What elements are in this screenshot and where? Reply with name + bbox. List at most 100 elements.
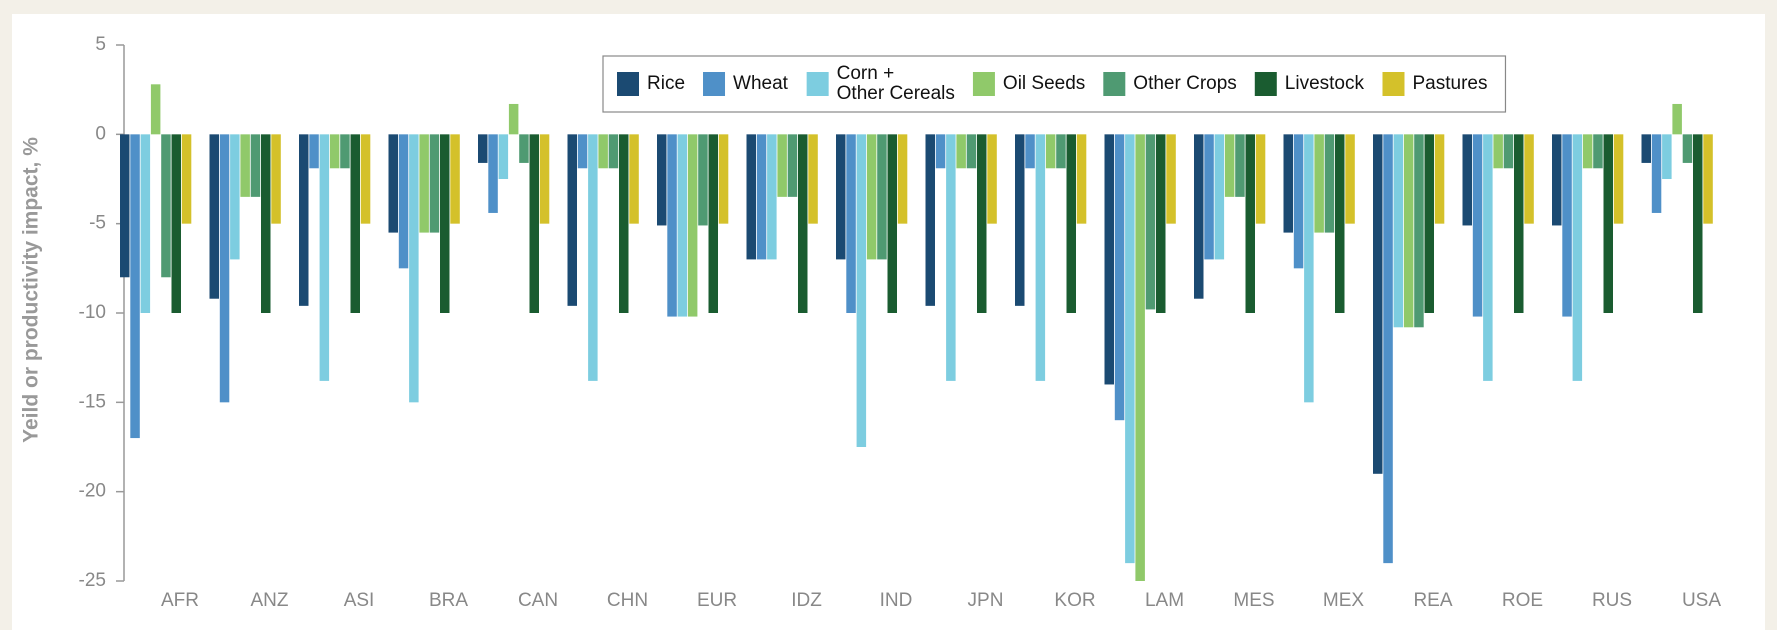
bar: [1076, 134, 1087, 224]
bar: [567, 134, 577, 306]
bar: [1293, 134, 1304, 269]
bar: [350, 134, 360, 313]
bar: [598, 134, 608, 169]
bar: [1214, 134, 1225, 260]
bar: [419, 134, 429, 233]
bar: [120, 134, 130, 278]
bar: [250, 134, 261, 197]
bar: [1135, 134, 1145, 582]
legend-box: [602, 55, 1507, 113]
bar: [1025, 134, 1035, 169]
y-tick-label: -10: [79, 302, 106, 323]
bar: [1145, 134, 1156, 310]
bar: [718, 134, 729, 224]
bar: [1194, 134, 1204, 299]
bar: [478, 134, 488, 163]
bar: [777, 134, 787, 197]
y-tick-label: 5: [95, 34, 106, 55]
bar: [1304, 134, 1314, 403]
bar: [1424, 134, 1434, 313]
bar: [1403, 134, 1414, 328]
bar: [1224, 134, 1235, 197]
x-tick-label: IND: [880, 590, 913, 611]
legend-swatch: [972, 72, 995, 96]
bar: [708, 134, 718, 313]
bar: [1641, 134, 1651, 163]
legend-label: Corn + Other Cereals: [837, 63, 955, 104]
x-tick-label: ASI: [344, 590, 375, 611]
x-tick-label: ANZ: [251, 590, 289, 611]
bar: [1703, 134, 1713, 224]
legend-label: Oil Seeds: [1003, 73, 1085, 94]
legend-swatch: [703, 72, 726, 96]
bar: [925, 134, 935, 306]
bar: [1682, 134, 1693, 163]
x-tick-label: ROE: [1502, 590, 1543, 611]
x-tick-label: RUS: [1592, 590, 1632, 611]
legend-label: Livestock: [1285, 73, 1365, 94]
bar: [1593, 134, 1603, 169]
bar: [935, 134, 946, 169]
legend-label: Pastures: [1412, 73, 1487, 94]
bar: [450, 134, 460, 224]
bar: [529, 134, 539, 313]
bar: [230, 134, 240, 260]
bar: [171, 134, 181, 313]
bar: [1235, 134, 1245, 197]
x-tick-label: MEX: [1323, 590, 1365, 611]
bar: [756, 134, 767, 260]
bar: [219, 134, 230, 403]
legend-swatch: [1382, 72, 1405, 96]
bar: [1572, 134, 1583, 381]
bar: [897, 134, 908, 224]
bar: [1662, 134, 1672, 179]
bar: [698, 134, 708, 226]
bar: [340, 134, 350, 169]
bar: [1035, 134, 1046, 381]
bar: [1483, 134, 1493, 381]
bar: [519, 134, 529, 163]
bar: [629, 134, 639, 224]
bar: [1204, 134, 1214, 260]
bar: [1414, 134, 1424, 328]
bar: [261, 134, 271, 313]
bar: [877, 134, 887, 260]
bar: [746, 134, 756, 260]
bar: [887, 134, 897, 313]
legend-label: Rice: [647, 73, 685, 94]
bar: [1393, 134, 1404, 328]
bar: [309, 134, 319, 169]
bar: [508, 103, 519, 135]
bar: [856, 134, 867, 448]
bar: [846, 134, 856, 313]
bar: [1434, 134, 1445, 224]
bar: [409, 134, 419, 403]
legend-label: Wheat: [733, 73, 789, 94]
bar: [577, 134, 588, 169]
bar: [1056, 134, 1066, 169]
bar: [1503, 134, 1514, 169]
bar: [140, 134, 151, 313]
bar: [787, 134, 798, 197]
bar: [1472, 134, 1483, 317]
bar: [1613, 134, 1624, 224]
bar: [1125, 134, 1135, 564]
y-tick-label: -20: [79, 481, 106, 502]
bar: [539, 134, 550, 224]
bar: [498, 134, 509, 179]
bar: [319, 134, 330, 381]
legend-swatch: [1254, 72, 1277, 96]
bar: [1552, 134, 1562, 226]
bar: [677, 134, 688, 317]
y-tick-label: -15: [79, 391, 106, 412]
bar: [1324, 134, 1335, 233]
bar: [866, 134, 877, 260]
bar: [1156, 134, 1166, 313]
x-tick-label: EUR: [697, 590, 737, 611]
bar: [808, 134, 818, 224]
x-tick-label: BRA: [429, 590, 468, 611]
bar: [1045, 134, 1056, 169]
bar: [667, 134, 677, 317]
